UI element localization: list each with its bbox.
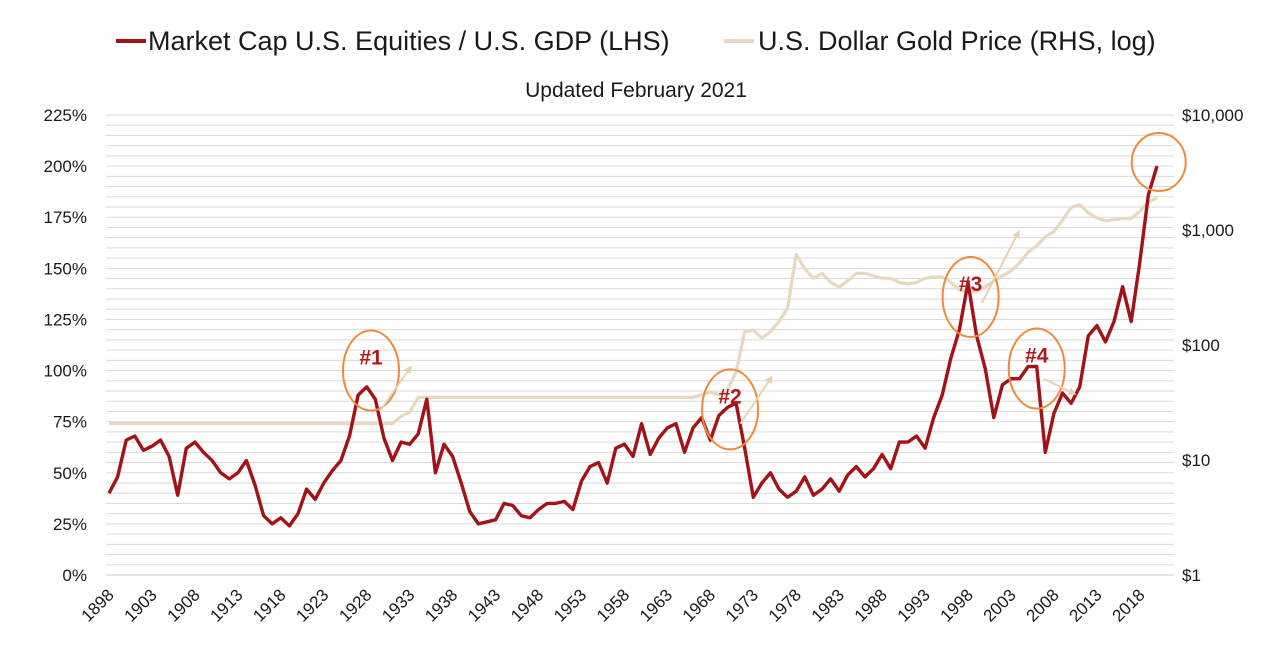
y-left-tick-label: 150% <box>44 259 87 278</box>
gridlines <box>106 114 1174 576</box>
x-tick-label: 1913 <box>206 585 246 625</box>
y-left-tick-label: 100% <box>44 362 87 381</box>
annotation-label: #3 <box>959 273 982 296</box>
y-left-tick-label: 200% <box>44 157 87 176</box>
y-left-tick-label: 225% <box>44 106 87 125</box>
y-left-tick-label: 75% <box>53 413 87 432</box>
series-market-cap-line <box>107 165 1159 528</box>
x-tick-label: 1903 <box>121 585 161 625</box>
x-tick-label: 1958 <box>593 585 633 625</box>
x-tick-label: 2013 <box>1066 585 1106 625</box>
annotation-circle <box>1130 132 1187 193</box>
x-tick-label: 1998 <box>937 585 977 625</box>
x-tick-label: 1948 <box>507 585 547 625</box>
chart-subtitle: Updated February 2021 <box>525 79 747 102</box>
x-tick-label: 1933 <box>378 585 418 625</box>
annotation-circle <box>342 329 400 412</box>
series-gold-price-line <box>109 196 1158 426</box>
y-left-tick-label: 0% <box>62 566 87 585</box>
x-tick-label: 2003 <box>980 585 1020 625</box>
trend-arrow <box>980 230 1020 304</box>
x-tick-label: 1943 <box>464 585 504 625</box>
x-tick-label: 1968 <box>679 585 719 625</box>
y-left-tick-label: 25% <box>53 515 87 534</box>
x-tick-label: 1973 <box>722 585 762 625</box>
left-axis: 0% 25% 50% 75% 100% 125% 150% 175% 200% 225% <box>44 106 87 585</box>
y-right-tick-label: $100 <box>1182 336 1220 355</box>
annotations: #1 #2 #3 #4 <box>342 132 1187 451</box>
legend-label-market-cap: Market Cap U.S. Equities / U.S. GDP (LHS… <box>148 26 670 56</box>
x-tick-label: 1898 <box>78 585 118 625</box>
trend-arrow <box>378 365 412 413</box>
annotation-label: #2 <box>718 385 741 408</box>
y-right-tick-label: $10 <box>1182 451 1210 470</box>
x-tick-label: 1918 <box>249 585 289 625</box>
y-right-tick-label: $10,000 <box>1182 106 1243 125</box>
trend-arrow <box>1043 377 1077 395</box>
annotation-label: #4 <box>1025 345 1049 368</box>
x-tick-label: 1983 <box>808 585 848 625</box>
x-tick-label: 1988 <box>851 585 891 625</box>
legend: Market Cap U.S. Equities / U.S. GDP (LHS… <box>116 26 1156 56</box>
annotation-circle <box>1007 327 1066 410</box>
x-tick-label: 1963 <box>636 585 676 625</box>
right-axis: $1 $10 $100 $1,000 $10,000 <box>1182 106 1243 585</box>
y-left-tick-label: 125% <box>44 310 87 329</box>
x-axis: 1898 1903 1908 1913 1918 1923 1928 1933 1938 1943… <box>78 585 1149 625</box>
y-left-tick-label: 50% <box>53 464 87 483</box>
annotation-label: #1 <box>359 347 383 370</box>
x-tick-label: 1993 <box>894 585 934 625</box>
x-tick-label: 1923 <box>292 585 332 625</box>
legend-label-gold: U.S. Dollar Gold Price (RHS, log) <box>758 26 1156 56</box>
series-layer <box>107 165 1159 528</box>
annotation-circle <box>941 255 1000 338</box>
y-right-tick-label: $1,000 <box>1182 221 1234 240</box>
annotation-circle <box>701 368 760 451</box>
y-right-tick-label: $1 <box>1182 566 1201 585</box>
trend-arrow <box>739 375 773 425</box>
y-left-tick-label: 175% <box>44 208 87 227</box>
x-tick-label: 1938 <box>421 585 461 625</box>
x-tick-label: 1928 <box>335 585 375 625</box>
x-tick-label: 1953 <box>550 585 590 625</box>
x-tick-label: 1978 <box>765 585 805 625</box>
x-tick-label: 2008 <box>1023 585 1063 625</box>
x-tick-label: 2018 <box>1108 585 1148 625</box>
x-tick-label: 1908 <box>164 585 204 625</box>
